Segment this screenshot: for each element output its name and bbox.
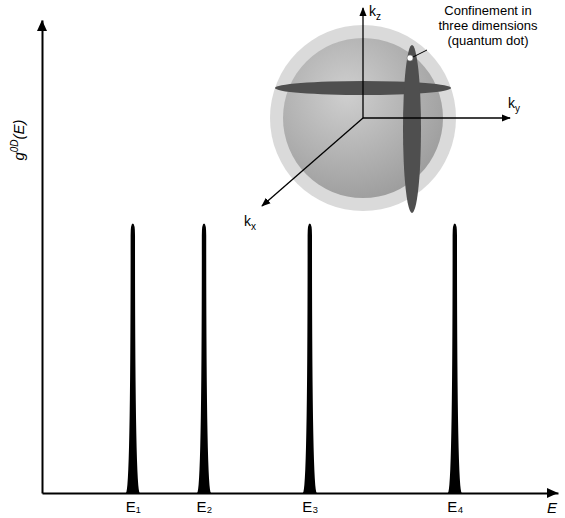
- peak: [448, 223, 462, 493]
- y-axis-title-sup: 0D: [9, 139, 20, 152]
- peak: [126, 223, 140, 493]
- k-axis: [362, 8, 363, 118]
- quantum-dot: [407, 55, 413, 61]
- leader-line: [413, 50, 427, 57]
- x-tick-label: E₁: [126, 498, 141, 515]
- k-axis-label: kz: [369, 3, 381, 22]
- annotation-line: Confinement in: [444, 3, 531, 18]
- x-axis-line: [43, 493, 559, 495]
- annotation: Confinement inthree dimensions(quantum d…: [439, 3, 538, 48]
- peak: [197, 223, 211, 493]
- x-axis-arrow: [547, 488, 558, 498]
- marks: [126, 223, 462, 493]
- x-axis-title: E: [547, 499, 558, 516]
- y-axis-title-rest: (E): [10, 119, 27, 139]
- confinement-ring: [403, 45, 421, 213]
- chart: kx ky kz Confinement inthree dimensions(qua…: [0, 0, 565, 518]
- x-tick: E₁: [126, 493, 141, 515]
- x-tick: E₂: [197, 493, 213, 515]
- k-axis: [363, 117, 510, 118]
- k-axis: [262, 118, 363, 206]
- k-axis-label: kx: [244, 213, 256, 232]
- k-axis-label-sub: z: [376, 11, 381, 22]
- x-tick-label: E₂: [197, 498, 213, 515]
- y-axis-arrow: [37, 20, 47, 31]
- inset: kx ky kz Confinement inthree dimensions(qua…: [244, 3, 538, 232]
- k-axis-label: ky: [508, 95, 520, 114]
- annotation-line: (quantum dot): [448, 33, 529, 48]
- x-tick: E₄: [447, 493, 463, 515]
- peak: [303, 223, 317, 493]
- x-axis: E₁ E₂ E₃ E₄: [43, 493, 559, 515]
- y-axis-line: [42, 21, 44, 494]
- x-tick: E₃: [302, 493, 318, 515]
- x-tick-label: E₃: [302, 498, 318, 515]
- y-axis: [42, 21, 43, 494]
- y-axis-title: g0D(E): [9, 119, 27, 160]
- x-tick-label: E₄: [447, 498, 463, 515]
- annotation-line: three dimensions: [439, 18, 538, 33]
- k-axis-label-sub: y: [515, 103, 520, 114]
- k-axis-label-sub: x: [251, 221, 256, 232]
